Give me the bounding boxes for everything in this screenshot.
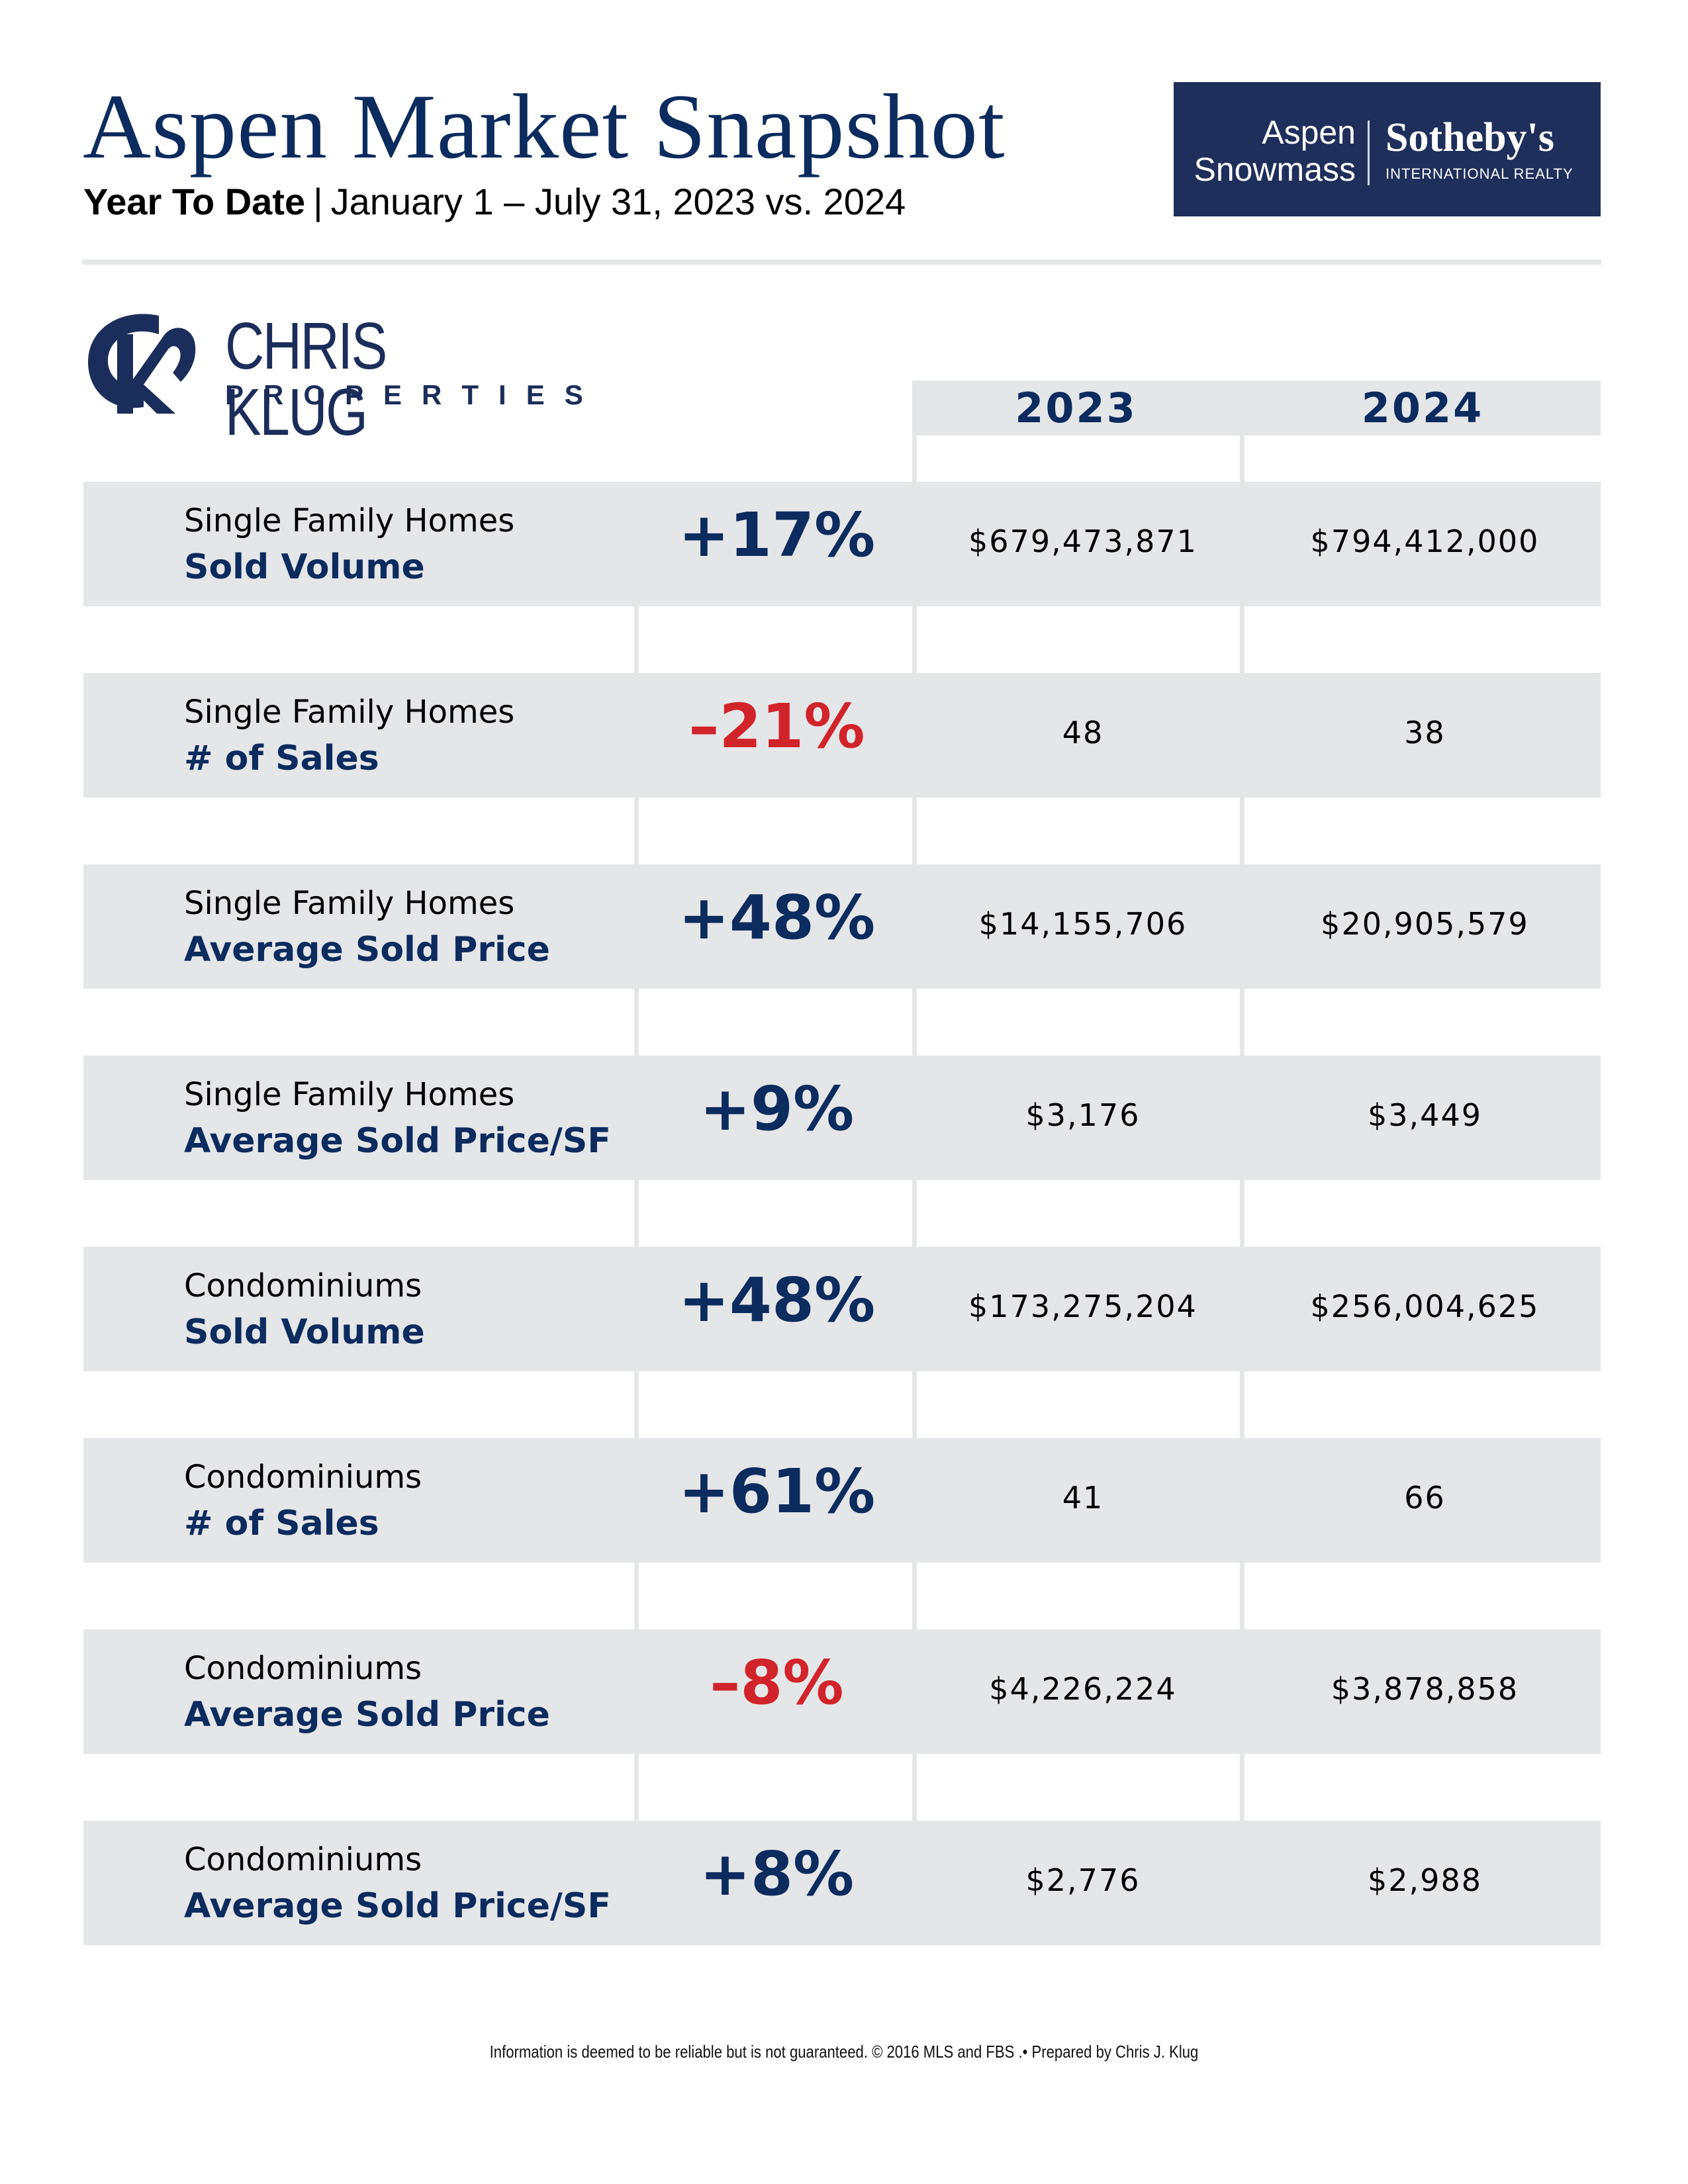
percent-change: –21% xyxy=(688,690,865,762)
percent-change: +48% xyxy=(678,882,876,953)
column-header-2023: 2023 xyxy=(912,381,1240,435)
row-metric: # of Sales xyxy=(184,739,379,778)
row-label: Condominiums Sold Volume xyxy=(184,1264,425,1357)
value-2023: $679,473,871 xyxy=(968,523,1197,559)
header-divider xyxy=(82,259,1601,265)
value-2023: $2,776 xyxy=(1025,1862,1141,1898)
sothebys-tagline: INTERNATIONAL REALTY xyxy=(1385,165,1573,182)
sothebys-logo-brand: Sotheby's INTERNATIONAL REALTY xyxy=(1385,116,1573,183)
row-category: Condominiums xyxy=(184,1267,422,1304)
row-metric: Average Sold Price/SF xyxy=(184,1886,611,1926)
value-2024: $3,449 xyxy=(1368,1097,1482,1133)
row-label: Condominiums Average Sold Price xyxy=(184,1647,550,1739)
column-divider-change xyxy=(634,482,639,1931)
value-2024: $256,004,625 xyxy=(1310,1289,1540,1324)
subtitle-period: Year To Date xyxy=(83,181,306,222)
value-2024: 66 xyxy=(1404,1480,1446,1516)
sothebys-logo-aspen: Aspen xyxy=(1262,114,1356,151)
percent-change: +9% xyxy=(699,1073,855,1144)
value-2023: $14,155,706 xyxy=(978,906,1188,942)
row-metric: Average Sold Price xyxy=(184,1695,550,1735)
percent-change: +61% xyxy=(678,1455,876,1527)
value-2024: $20,905,579 xyxy=(1321,906,1529,942)
table-row: Single Family Homes Average Sold Price +48… xyxy=(83,864,1601,989)
sothebys-wordmark: Sotheby's xyxy=(1385,115,1554,160)
row-label: Single Family Homes Sold Volume xyxy=(184,499,514,592)
percent-change: +48% xyxy=(678,1264,876,1336)
row-category: Condominiums xyxy=(184,1459,422,1496)
row-label: Single Family Homes Average Sold Price/SF xyxy=(184,1073,611,1165)
ck-monogram-icon xyxy=(88,314,196,414)
row-metric: Sold Volume xyxy=(184,547,425,587)
row-metric: Average Sold Price xyxy=(184,930,550,970)
row-label: Condominiums # of Sales xyxy=(184,1455,422,1548)
row-category: Single Family Homes xyxy=(184,502,515,539)
row-label: Single Family Homes Average Sold Price xyxy=(184,882,550,974)
row-category: Condominiums xyxy=(184,1841,422,1878)
row-label: Single Family Homes # of Sales xyxy=(184,690,514,783)
column-header-2024: 2024 xyxy=(1244,381,1601,435)
value-2024: $794,412,000 xyxy=(1310,523,1540,559)
row-metric: # of Sales xyxy=(184,1504,379,1543)
sothebys-logo-snowmass: Snowmass xyxy=(1194,151,1356,188)
subtitle-range: January 1 – July 31, 2023 vs. 2024 xyxy=(330,181,906,222)
row-category: Single Family Homes xyxy=(184,1076,515,1113)
date-range-subtitle: Year To Date | January 1 – July 31, 2023 v… xyxy=(83,183,906,220)
value-2023: $4,226,224 xyxy=(989,1671,1177,1707)
table-row: Condominiums Sold Volume +48% $173,275,204 $… xyxy=(83,1247,1601,1371)
subtitle-separator: | xyxy=(313,181,323,222)
footer-disclaimer: Information is deemed to be reliable but… xyxy=(489,2042,1199,2062)
table-row: Condominiums Average Sold Price/SF +8% $2,7… xyxy=(83,1821,1601,1945)
page-title: Aspen Market Snapshot xyxy=(83,75,1006,178)
row-category: Condominiums xyxy=(184,1650,422,1687)
table-row: Condominiums Average Sold Price –8% $4,226,… xyxy=(83,1629,1601,1754)
agent-subtitle: PROPERTIES xyxy=(225,379,603,410)
row-category: Single Family Homes xyxy=(184,694,515,731)
row-label: Condominiums Average Sold Price/SF xyxy=(184,1838,611,1931)
sothebys-logo: Aspen Snowmass Sotheby's INTERNATIONAL R… xyxy=(1174,82,1601,216)
row-metric: Average Sold Price/SF xyxy=(184,1121,611,1161)
percent-change: –8% xyxy=(710,1647,844,1718)
row-category: Single Family Homes xyxy=(184,885,515,922)
table-row: Condominiums # of Sales +61% 41 66 xyxy=(83,1438,1601,1563)
sothebys-logo-location: Aspen Snowmass xyxy=(1194,114,1356,188)
percent-change: +8% xyxy=(699,1838,855,1909)
value-2024: $3,878,858 xyxy=(1331,1671,1519,1707)
percent-change: +17% xyxy=(678,499,876,570)
value-2023: $173,275,204 xyxy=(968,1289,1197,1324)
value-2024: $2,988 xyxy=(1368,1862,1482,1898)
chris-klug-logo: CHRIS KLUG PROPERTIES xyxy=(83,308,586,445)
value-2023: 48 xyxy=(1062,715,1104,751)
value-2023: $3,176 xyxy=(1025,1097,1141,1133)
row-metric: Sold Volume xyxy=(184,1312,425,1352)
table-row: Single Family Homes Average Sold Price/SF… xyxy=(83,1056,1601,1180)
value-2024: 38 xyxy=(1404,715,1446,751)
value-2023: 41 xyxy=(1062,1480,1104,1516)
agent-name: CHRIS KLUG xyxy=(225,309,387,449)
sothebys-logo-divider xyxy=(1368,120,1370,185)
table-row: Single Family Homes Sold Volume +17% $679,4… xyxy=(83,482,1601,606)
table-row: Single Family Homes # of Sales –21% 48 38 xyxy=(83,673,1601,797)
